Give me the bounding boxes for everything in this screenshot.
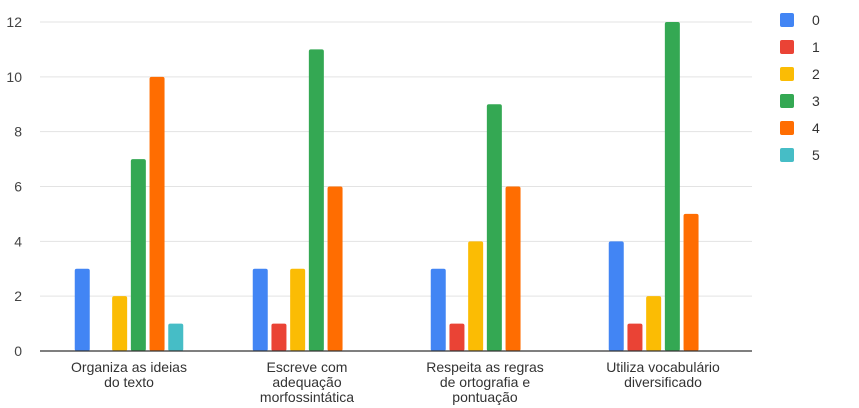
y-axis: 0 2 4 6 8 10 12 <box>6 14 22 359</box>
bar-series-1-4 <box>627 323 643 351</box>
bar-series-1-2 <box>271 323 287 351</box>
bar-series-1-3 <box>449 323 465 351</box>
y-tick-label: 2 <box>14 288 22 304</box>
x-category-label: Escreve com <box>267 359 348 375</box>
bar-series-2-1 <box>112 296 128 351</box>
x-category-label: do texto <box>104 374 154 390</box>
legend-swatch <box>780 94 794 108</box>
legend: 0 1 2 3 4 5 <box>780 12 820 163</box>
x-category-label: Utiliza vocabulário <box>606 359 720 375</box>
bar-series-3-2 <box>308 49 324 352</box>
y-tick-label: 4 <box>14 233 22 249</box>
bar-series-3-1 <box>130 159 146 351</box>
bar-series-5-1 <box>168 323 184 351</box>
legend-label: 5 <box>812 147 820 163</box>
legend-label: 4 <box>812 120 820 136</box>
bar-series-3-3 <box>486 104 502 351</box>
bar-series-0-3 <box>430 268 446 351</box>
y-tick-label: 10 <box>6 69 22 85</box>
x-category-label: diversificado <box>624 374 702 390</box>
x-category-label: pontuação <box>452 389 518 405</box>
y-tick-label: 12 <box>6 14 22 30</box>
y-tick-label: 6 <box>14 179 22 195</box>
legend-label: 0 <box>812 12 820 28</box>
bar-series-0-1 <box>74 268 90 351</box>
bar-series-4-2 <box>327 186 343 351</box>
bar-series-4-1 <box>149 76 165 351</box>
gridlines <box>40 21 752 297</box>
bar-series-0-2 <box>252 268 268 351</box>
bar-series-4-3 <box>505 186 521 351</box>
bar-series-4-4 <box>683 213 699 351</box>
x-category-label: Organiza as ideias <box>71 359 187 375</box>
bar-series-2-4 <box>646 296 662 351</box>
bars <box>74 22 699 352</box>
y-tick-label: 8 <box>14 124 22 140</box>
legend-label: 3 <box>812 93 820 109</box>
bar-series-0-4 <box>608 241 624 351</box>
y-tick-label: 0 <box>14 343 22 359</box>
legend-swatch <box>780 13 794 27</box>
bar-series-3-4 <box>664 22 680 351</box>
bar-series-2-2 <box>290 268 306 351</box>
bar-series-2-3 <box>468 241 484 351</box>
legend-swatch <box>780 121 794 135</box>
x-category-label: morfossintática <box>260 389 354 405</box>
legend-swatch <box>780 40 794 54</box>
legend-swatch <box>780 148 794 162</box>
legend-label: 2 <box>812 66 820 82</box>
legend-swatch <box>780 67 794 81</box>
x-category-label: Respeita as regras <box>426 359 544 375</box>
x-category-label: de ortografia e <box>440 374 530 390</box>
legend-label: 1 <box>812 39 820 55</box>
x-category-label: adequação <box>272 374 342 390</box>
